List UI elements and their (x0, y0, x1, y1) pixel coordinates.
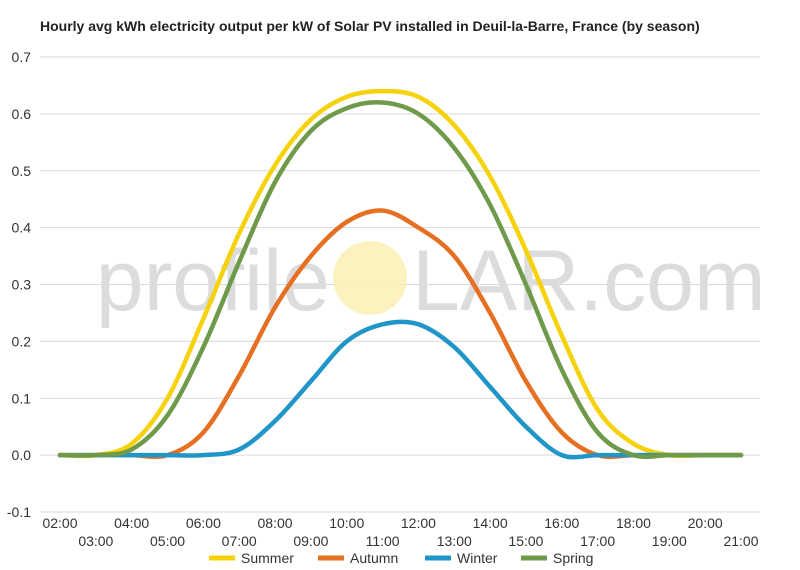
x-tick-label: 12:00 (401, 515, 436, 531)
y-tick-label: 0.3 (12, 277, 32, 293)
y-tick-label: 0.1 (12, 390, 32, 406)
y-tick-label: 0.4 (12, 220, 32, 236)
x-tick-label: 10:00 (329, 515, 364, 531)
x-tick-label: 15:00 (508, 533, 543, 549)
watermark-text-right: LAR.com (412, 233, 766, 329)
x-tick-label: 17:00 (580, 533, 615, 549)
x-tick-label: 16:00 (544, 515, 579, 531)
x-tick-label: 09:00 (293, 533, 328, 549)
watermark: profile LAR.com (96, 233, 766, 329)
legend-item-winter: Winter (425, 550, 498, 566)
y-tick-label: -0.1 (7, 504, 31, 520)
legend-label: Spring (553, 550, 593, 566)
y-tick-label: 0.7 (12, 49, 32, 65)
x-tick-label: 07:00 (222, 533, 257, 549)
x-tick-label: 19:00 (652, 533, 687, 549)
x-tick-label: 05:00 (150, 533, 185, 549)
series-lines (57, 88, 744, 460)
x-tick-label: 08:00 (258, 515, 293, 531)
x-tick-label: 14:00 (473, 515, 508, 531)
x-axis-ticks: 02:0003:0004:0005:0006:0007:0008:0009:00… (42, 515, 758, 549)
series-line-spring (57, 100, 744, 460)
legend: Summer Autumn Winter Spring (209, 550, 593, 566)
x-tick-label: 06:00 (186, 515, 221, 531)
legend-item-autumn: Autumn (318, 550, 398, 566)
y-tick-label: 0.2 (12, 333, 32, 349)
chart-title: Hourly avg kWh electricity output per kW… (40, 18, 700, 34)
y-tick-label: 0.6 (12, 106, 32, 122)
x-tick-label: 18:00 (616, 515, 651, 531)
x-tick-label: 04:00 (114, 515, 149, 531)
legend-label: Winter (457, 550, 498, 566)
y-tick-label: 0.5 (12, 163, 32, 179)
watermark-sun-icon (333, 241, 407, 315)
x-tick-label: 03:00 (78, 533, 113, 549)
series-line-summer (57, 88, 744, 459)
y-tick-label: 0.0 (12, 447, 32, 463)
watermark-text-left: profile (96, 233, 330, 329)
legend-item-spring: Spring (521, 550, 593, 566)
x-tick-label: 20:00 (688, 515, 723, 531)
x-tick-label: 13:00 (437, 533, 472, 549)
legend-item-summer: Summer (209, 550, 294, 566)
legend-label: Autumn (350, 550, 398, 566)
x-tick-label: 21:00 (723, 533, 758, 549)
series-line-winter (57, 319, 744, 460)
x-tick-label: 02:00 (42, 515, 77, 531)
y-axis-ticks: 0.7 0.6 0.5 0.4 0.3 0.2 0.1 0.0 -0.1 (7, 49, 31, 520)
legend-label: Summer (241, 550, 294, 566)
x-tick-label: 11:00 (366, 533, 400, 549)
